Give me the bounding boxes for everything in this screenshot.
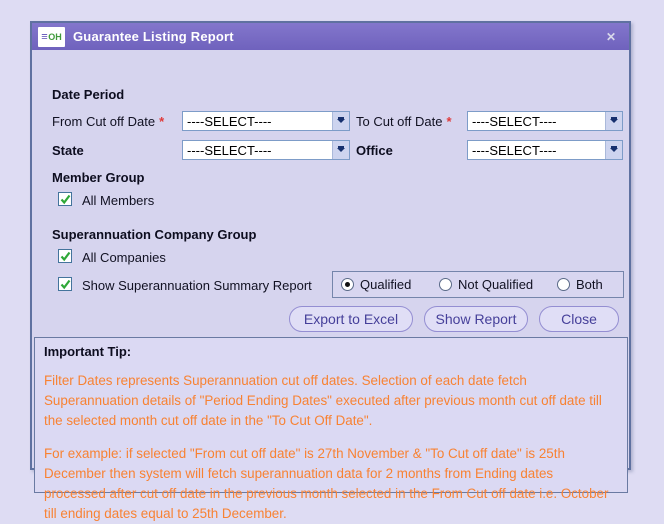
important-tip-panel: Important Tip: Filter Dates represents S… — [34, 337, 628, 521]
required-asterisk: * — [159, 114, 165, 129]
state-dropdown[interactable]: ----SELECT---- — [182, 140, 350, 160]
from-cut-off-dropdown[interactable]: ----SELECT---- — [182, 111, 350, 131]
dialog-title: Guarantee Listing Report — [73, 29, 234, 44]
radio-selected-icon — [341, 278, 354, 291]
qualified-radio-group: Qualified Not Qualified Both — [332, 271, 624, 298]
export-to-excel-button[interactable]: Export to Excel — [289, 306, 413, 332]
dropdown-arrow-icon[interactable] — [332, 141, 349, 159]
office-dropdown[interactable]: ----SELECT---- — [467, 140, 623, 160]
check-icon — [60, 251, 70, 261]
member-group-heading: Member Group — [52, 170, 145, 185]
tip-paragraph-1: Filter Dates represents Superannuation c… — [44, 373, 602, 428]
check-icon — [60, 279, 70, 289]
radio-icon — [439, 278, 452, 291]
all-companies-checkbox[interactable] — [58, 249, 72, 263]
tip-heading: Important Tip: — [44, 344, 132, 359]
titlebar: ≡ OH Guarantee Listing Report ✕ — [32, 23, 629, 50]
from-cut-off-label: From Cut off Date * — [52, 114, 165, 129]
radio-qualified[interactable]: Qualified — [341, 277, 411, 292]
show-report-button[interactable]: Show Report — [424, 306, 528, 332]
dropdown-arrow-icon[interactable] — [605, 112, 622, 130]
dropdown-arrow-icon[interactable] — [332, 112, 349, 130]
all-members-checkbox[interactable] — [58, 192, 72, 206]
office-label: Office — [356, 143, 393, 158]
show-summary-checkbox[interactable] — [58, 277, 72, 291]
radio-both[interactable]: Both — [557, 277, 603, 292]
required-asterisk: * — [446, 114, 452, 129]
to-cut-off-label: To Cut off Date * — [356, 114, 452, 129]
to-cut-off-dropdown[interactable]: ----SELECT---- — [467, 111, 623, 131]
check-icon — [60, 194, 70, 204]
close-button[interactable]: Close — [539, 306, 619, 332]
all-members-label: All Members — [82, 193, 155, 208]
company-group-heading: Superannuation Company Group — [52, 227, 257, 242]
form-area: Date Period From Cut off Date * ----SELEC… — [32, 50, 629, 521]
radio-not-qualified[interactable]: Not Qualified — [439, 277, 533, 292]
tip-paragraph-2: For example: if selected "From cut off d… — [44, 446, 609, 521]
date-period-heading: Date Period — [52, 87, 125, 102]
close-icon[interactable]: ✕ — [605, 29, 617, 44]
app-logo-icon: ≡ OH — [38, 26, 65, 47]
all-companies-label: All Companies — [82, 250, 166, 265]
dropdown-arrow-icon[interactable] — [605, 141, 622, 159]
radio-icon — [557, 278, 570, 291]
show-summary-label: Show Superannuation Summary Report — [82, 278, 312, 293]
guarantee-listing-report-dialog: ≡ OH Guarantee Listing Report ✕ Date Peri… — [30, 21, 631, 521]
state-label: State — [52, 143, 84, 158]
